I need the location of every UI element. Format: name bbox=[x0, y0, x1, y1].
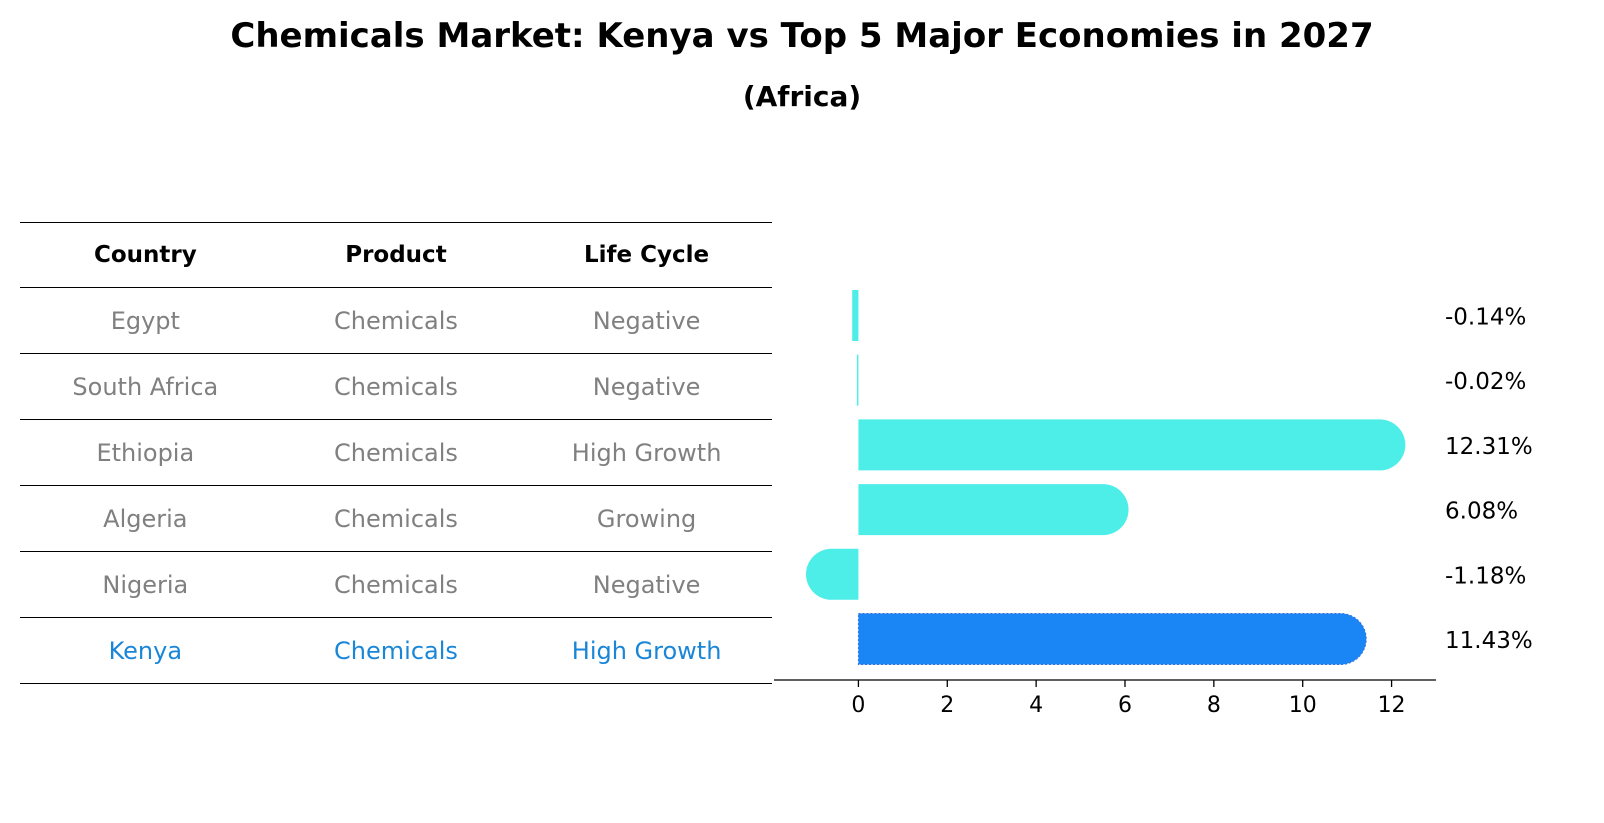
x-tick-label: 10 bbox=[1289, 693, 1317, 718]
cell-country: Kenya bbox=[108, 636, 183, 665]
cell-product: Chemicals bbox=[334, 504, 458, 533]
table-row: Ethiopia Chemicals High Growth bbox=[20, 420, 772, 486]
cell-life-cycle: High Growth bbox=[571, 438, 722, 467]
x-tick-label: 2 bbox=[940, 693, 954, 718]
bar-south-africa bbox=[856, 354, 859, 406]
bar-algeria bbox=[858, 484, 1129, 536]
bar-value-label: 12.31% bbox=[1445, 434, 1533, 460]
table-row: Egypt Chemicals Negative bbox=[20, 288, 772, 354]
bar-value-label: 11.43% bbox=[1445, 628, 1533, 654]
header-life-cycle: Life Cycle bbox=[584, 242, 710, 268]
cell-product: Chemicals bbox=[334, 438, 458, 467]
bar-ethiopia bbox=[858, 419, 1406, 471]
x-tick-label: 4 bbox=[1029, 693, 1043, 718]
cell-country: Nigeria bbox=[102, 570, 189, 599]
cell-country: Ethiopia bbox=[96, 438, 195, 467]
cell-life-cycle: Growing bbox=[596, 504, 697, 533]
cell-life-cycle: Negative bbox=[592, 372, 701, 401]
table-row-highlight: Kenya Chemicals High Growth bbox=[20, 618, 772, 684]
cell-product: Chemicals bbox=[334, 306, 458, 335]
bar-value-label: 6.08% bbox=[1445, 499, 1518, 525]
cell-life-cycle: Negative bbox=[592, 570, 701, 599]
data-table: Country Product Life Cycle Egypt Chemica… bbox=[20, 222, 772, 684]
bar-nigeria bbox=[805, 548, 859, 600]
cell-life-cycle: Negative bbox=[592, 306, 701, 335]
x-tick-label: 8 bbox=[1207, 693, 1221, 718]
cell-country: South Africa bbox=[72, 372, 219, 401]
table-header-row: Country Product Life Cycle bbox=[20, 222, 772, 288]
bar-egypt bbox=[852, 290, 859, 341]
chart-subtitle: (Africa) bbox=[742, 80, 862, 113]
cell-product: Chemicals bbox=[334, 570, 458, 599]
cell-country: Egypt bbox=[110, 306, 180, 335]
table-row: Algeria Chemicals Growing bbox=[20, 486, 772, 552]
cell-product: Chemicals bbox=[334, 636, 458, 665]
table-row: South Africa Chemicals Negative bbox=[20, 354, 772, 420]
chart-title: Chemicals Market: Kenya vs Top 5 Major E… bbox=[230, 16, 1374, 56]
cell-product: Chemicals bbox=[334, 372, 458, 401]
bar-chart: -0.14% -0.02% 12.31% 6.08% -1.18% 11.43% 0 2 4 6 8… bbox=[774, 290, 1533, 718]
x-tick-label: 6 bbox=[1118, 693, 1132, 718]
bar-value-label: -0.02% bbox=[1445, 369, 1526, 395]
x-tick-label: 0 bbox=[851, 693, 865, 718]
header-country: Country bbox=[93, 242, 197, 268]
cell-life-cycle: High Growth bbox=[571, 636, 722, 665]
x-tick-label: 12 bbox=[1378, 693, 1406, 718]
bar-value-label: -1.18% bbox=[1445, 563, 1526, 589]
table-row: Nigeria Chemicals Negative bbox=[20, 552, 772, 618]
header-product: Product bbox=[345, 242, 447, 268]
bar-value-label: -0.14% bbox=[1445, 305, 1526, 331]
bar-kenya bbox=[857, 613, 1367, 665]
cell-country: Algeria bbox=[103, 504, 188, 533]
